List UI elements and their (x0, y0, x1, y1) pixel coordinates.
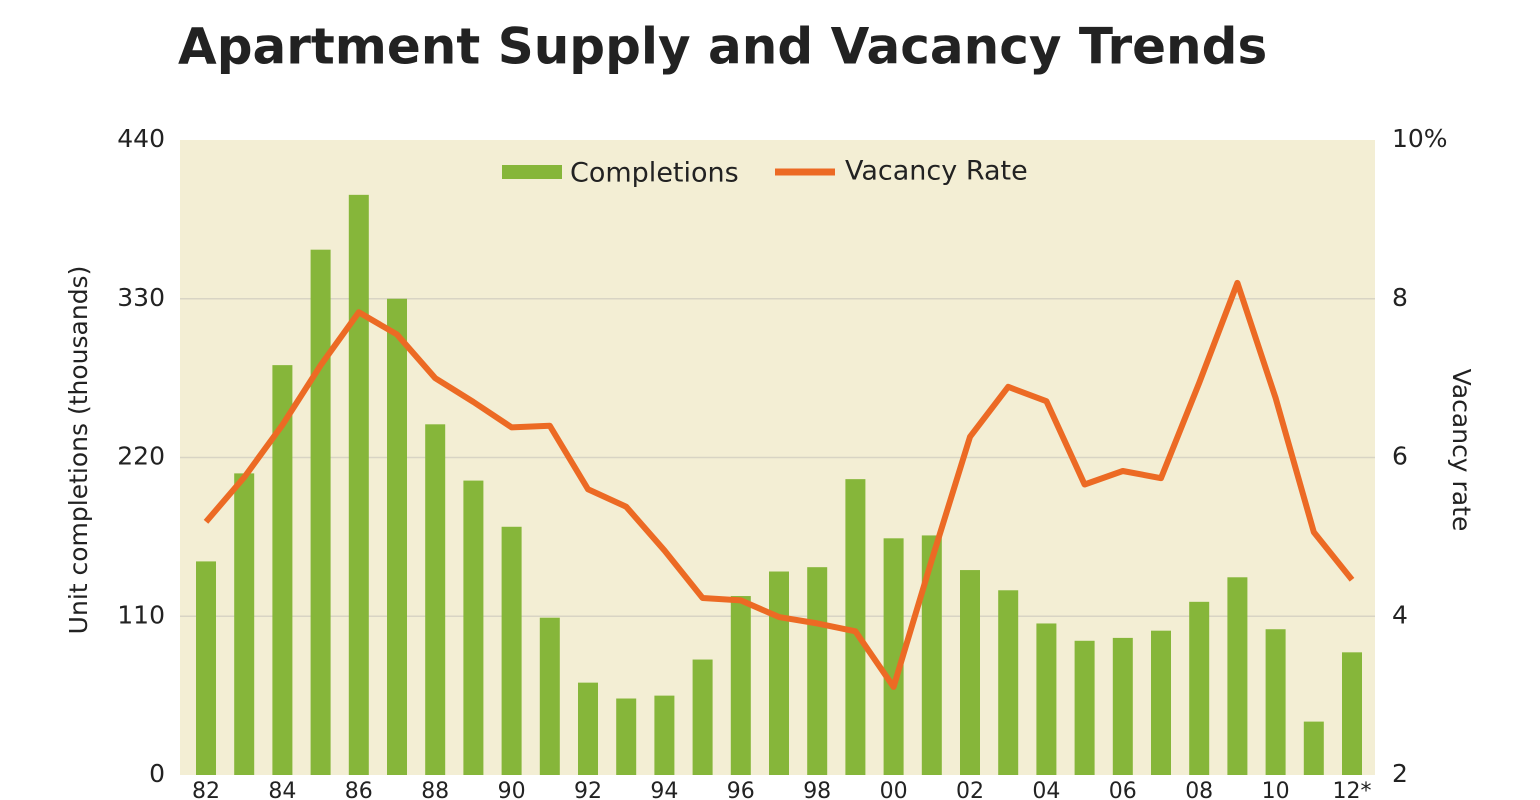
bar (234, 473, 255, 775)
bar (960, 570, 980, 775)
x-tick-label: 10 (1262, 779, 1290, 800)
x-tick-label: 00 (880, 779, 908, 800)
bar (616, 698, 637, 775)
x-tick-label: 98 (803, 779, 831, 800)
x-tick-label: 04 (1032, 779, 1060, 800)
legend-swatch (502, 165, 562, 179)
bar (1036, 623, 1057, 775)
bar (845, 479, 866, 775)
bar (692, 659, 713, 775)
vacancy-line (203, 279, 1355, 690)
bar (730, 596, 751, 775)
bar (463, 480, 484, 775)
bar (387, 298, 407, 775)
bar (348, 194, 369, 775)
bar (1074, 640, 1095, 775)
x-tick-label: 96 (727, 779, 755, 800)
bar (425, 424, 446, 775)
bar (1265, 629, 1286, 775)
legend-label: Vacancy Rate (845, 156, 1028, 187)
y-tick-label: 110 (117, 600, 165, 629)
bar (998, 590, 1019, 775)
legend-label: Completions (570, 158, 739, 189)
x-tick-label: 88 (421, 779, 449, 800)
bar (272, 365, 293, 775)
x-tick-label: 84 (268, 779, 296, 800)
bar (807, 567, 828, 775)
y2-tick-label: 6 (1392, 442, 1408, 471)
y-tick-label: 440 (117, 124, 165, 153)
bar (1303, 721, 1324, 775)
x-tick-label: 94 (650, 779, 678, 800)
x-tick-label: 08 (1185, 779, 1213, 800)
y-tick-label: 0 (149, 759, 165, 788)
bar (1227, 577, 1248, 775)
y2-tick-label: 10% (1392, 124, 1448, 153)
y2-tick-label: 8 (1392, 283, 1408, 312)
y2-tick-label: 4 (1392, 600, 1408, 629)
bar (1189, 601, 1210, 775)
bar (196, 561, 216, 775)
bar (883, 538, 904, 775)
bar (921, 535, 942, 775)
y-tick-label: 220 (117, 442, 165, 471)
x-tick-label: 92 (574, 779, 602, 800)
y2-tick-label: 2 (1392, 759, 1408, 788)
x-tick-label: 82 (192, 779, 220, 800)
y2-axis-title: Vacancy rate (1447, 369, 1476, 532)
bar (578, 682, 598, 775)
bar (1112, 637, 1133, 775)
bar (310, 249, 331, 775)
x-tick-label: 90 (498, 779, 526, 800)
bar (539, 617, 560, 775)
x-tick-label: 06 (1109, 779, 1137, 800)
bar (654, 695, 675, 775)
x-tick-label: 12* (1333, 779, 1372, 800)
bar (1342, 652, 1362, 775)
x-tick-label: 86 (345, 779, 373, 800)
bar (1151, 630, 1171, 775)
x-tick-label: 02 (956, 779, 984, 800)
chart-title: Apartment Supply and Vacancy Trends (178, 18, 1267, 76)
y-tick-label: 330 (117, 283, 165, 312)
y-axis-title: Unit completions (thousands) (64, 266, 93, 635)
bar (501, 526, 522, 775)
bar (769, 571, 789, 775)
